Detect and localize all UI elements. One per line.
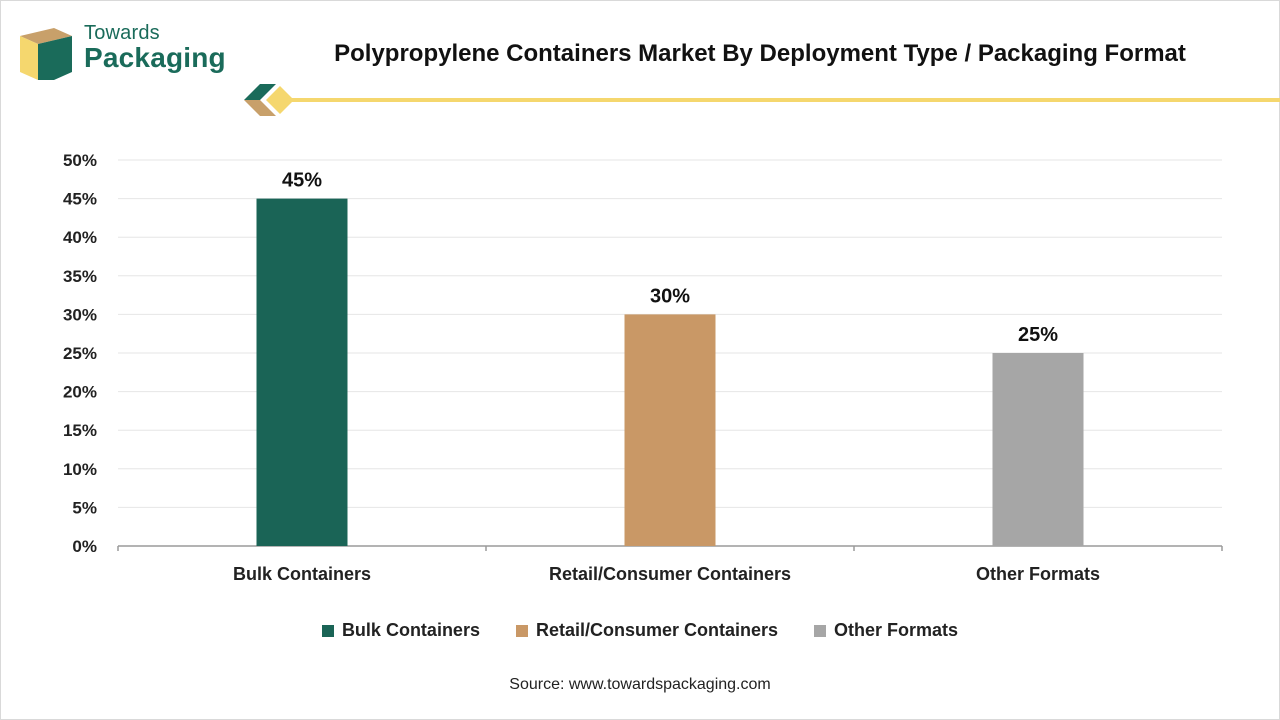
x-category-label: Bulk Containers xyxy=(233,564,371,584)
brand-name-top: Towards xyxy=(84,22,160,44)
brand-name-bottom: Packaging xyxy=(84,42,226,73)
legend-item-other: Other Formats xyxy=(814,620,958,641)
y-tick-label: 25% xyxy=(63,344,97,363)
chart-legend: Bulk Containers Retail/Consumer Containe… xyxy=(0,620,1280,641)
data-label: 30% xyxy=(650,285,690,307)
divider-diamond-tan-icon xyxy=(244,100,276,116)
bar xyxy=(624,314,716,546)
logo-box-icon xyxy=(20,28,72,80)
brand-logo: Towards Packaging xyxy=(14,18,244,88)
y-tick-label: 45% xyxy=(63,190,97,209)
y-tick-label: 10% xyxy=(63,460,97,479)
legend-item-retail: Retail/Consumer Containers xyxy=(515,620,779,641)
divider-diamond-yellow-icon xyxy=(266,86,294,114)
source-note: Source: www.towardspackaging.com xyxy=(509,676,771,693)
page-title: Polypropylene Containers Market By Deplo… xyxy=(334,40,1186,67)
y-tick-label: 0% xyxy=(72,537,97,556)
data-label: 25% xyxy=(1018,324,1058,346)
legend-item-bulk: Bulk Containers xyxy=(321,620,480,641)
y-tick-label: 50% xyxy=(63,151,97,170)
legend-label: Retail/Consumer Containers xyxy=(535,620,779,640)
legend-label: Bulk Containers xyxy=(341,620,480,640)
legend-label: Other Formats xyxy=(834,620,959,640)
divider-diamond-teal-icon xyxy=(244,84,276,100)
y-tick-label: 15% xyxy=(63,421,97,440)
divider-line xyxy=(288,98,1280,102)
y-tick-label: 30% xyxy=(63,305,97,324)
bar xyxy=(992,353,1084,546)
legend-swatch xyxy=(814,624,827,637)
y-tick-label: 40% xyxy=(63,228,97,247)
bar xyxy=(256,198,348,546)
y-tick-label: 35% xyxy=(63,267,97,286)
x-category-label: Other Formats xyxy=(976,564,1100,584)
x-category-label: Retail/Consumer Containers xyxy=(549,564,791,584)
legend-swatch xyxy=(321,624,334,637)
y-tick-label: 20% xyxy=(63,383,97,402)
data-label: 45% xyxy=(282,170,322,192)
y-tick-label: 5% xyxy=(72,498,97,517)
title-divider xyxy=(240,78,1280,124)
legend-swatch xyxy=(515,624,528,637)
